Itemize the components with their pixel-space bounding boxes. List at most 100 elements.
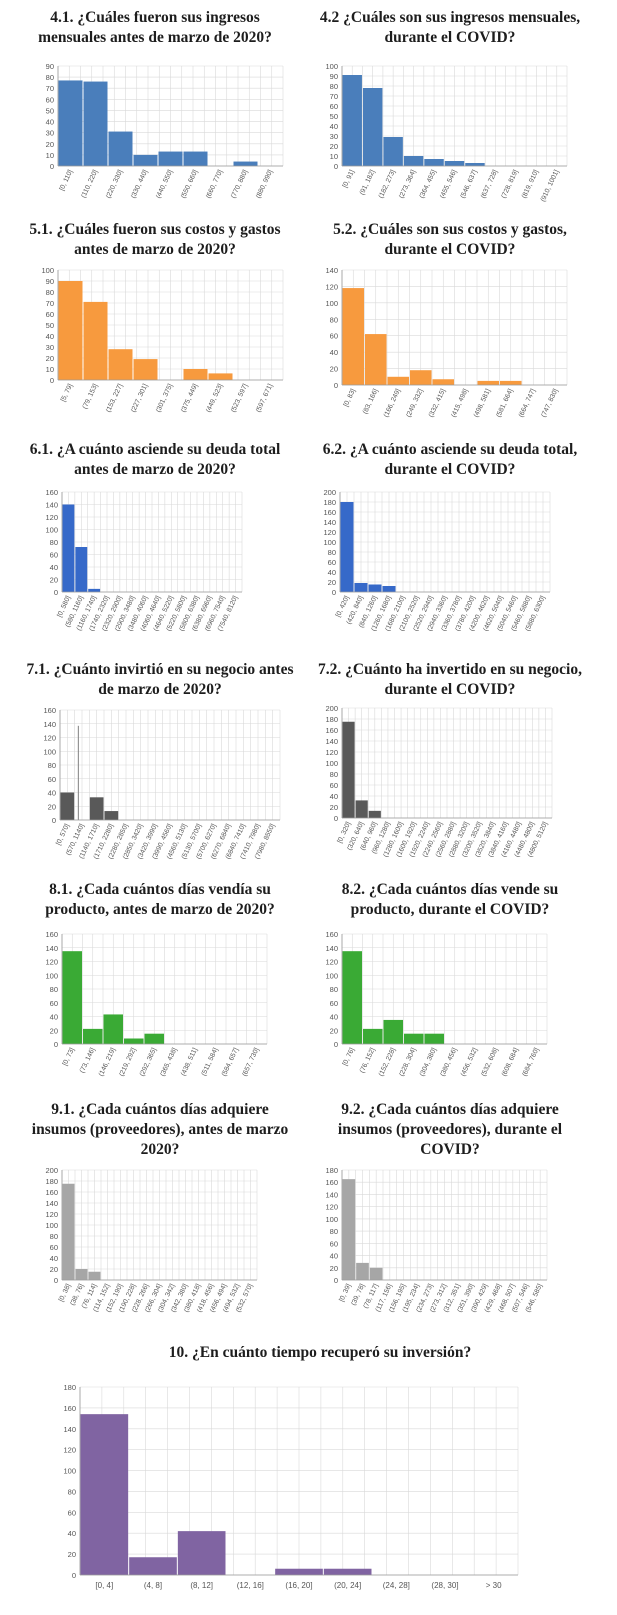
histogram-chart: 0 20 40 60 80 100 120 140 [0, 83] (83, 166] (166, … [325, 266, 568, 419]
chart-title: 9.1. ¿Cada cuántos días adquiere insumos… [20, 1100, 300, 1160]
y-tick-label: 120 [45, 958, 58, 967]
chart-panel-6-1: 6.1. ¿A cuánto asciende su deuda total a… [20, 440, 290, 650]
x-tick-label: (375, 449] [180, 383, 199, 414]
chart-panel-5-1: 5.1. ¿Cuáles fueron sus costos y gastos … [20, 220, 290, 414]
y-tick-label: 20 [50, 576, 58, 585]
chart-title: 8.1. ¿Cada cuántos días vendía su produc… [20, 880, 300, 920]
y-tick-label: 40 [328, 568, 336, 577]
x-tick-label: (364, 455] [419, 169, 438, 200]
bar [404, 1033, 424, 1044]
y-tick-label: 20 [50, 1026, 58, 1035]
y-tick-label: 100 [41, 266, 54, 275]
y-tick-label: 120 [325, 958, 338, 967]
chart-title-line: 6.1. ¿A cuánto asciende su deuda total [29, 441, 281, 458]
x-tick-label: [0, 39] [338, 1283, 352, 1303]
x-tick-label: (684, 760] [521, 1047, 540, 1078]
bar [432, 379, 454, 385]
bar [80, 1414, 129, 1575]
bar [342, 288, 364, 385]
y-tick-label: 160 [63, 1404, 76, 1413]
x-tick-label: (819, 910] [521, 169, 540, 200]
x-tick-label: (880, 990] [255, 169, 274, 200]
x-tick-label: (304, 380] [419, 1047, 438, 1078]
x-tick-label: (330, 440] [130, 169, 149, 200]
bar [88, 588, 101, 592]
bar [500, 380, 522, 385]
y-tick-label: 0 [72, 1571, 76, 1580]
y-tick-label: 80 [328, 548, 336, 557]
y-tick-label: 90 [46, 277, 54, 286]
x-tick-label: (597, 671] [255, 383, 274, 414]
chart-title-line: 9.1. ¿Cada cuántos días adquiere [51, 1101, 269, 1118]
y-tick-label: 20 [330, 803, 338, 812]
y-tick-label: 0 [334, 814, 338, 823]
bar [104, 811, 119, 820]
chart-title: 6.1. ¿A cuánto asciende su deuda total a… [20, 440, 290, 480]
x-tick-label: [0, 83] [343, 388, 357, 408]
bar [58, 80, 83, 166]
y-tick-label: 0 [334, 1040, 338, 1049]
bar [342, 951, 362, 1044]
histogram-chart: 0 20 40 60 80 100 120 140 160 [0, 76] (76, 152] (15… [325, 930, 548, 1078]
chart-title: 9.2. ¿Cada cuántos días adquiere insumos… [300, 1100, 600, 1160]
bar [382, 586, 396, 592]
y-tick-label: 180 [63, 1383, 76, 1392]
chart-title-line: 7.1. ¿Cuánto invirtió en su negocio ante… [26, 661, 294, 678]
y-tick-label: 40 [50, 1013, 58, 1022]
y-tick-label: 20 [50, 1265, 58, 1274]
y-tick-label: 120 [325, 1203, 338, 1212]
y-tick-label: 30 [46, 343, 54, 352]
chart-title-line: durante el COVID? [384, 461, 516, 478]
bar [62, 951, 82, 1044]
bar [444, 161, 465, 166]
chart-title-line: 4.2 ¿Cuáles son sus ingresos mensuales, [319, 9, 581, 26]
y-tick-label: 120 [45, 513, 58, 522]
chart-title-line: 8.2. ¿Cada cuántos días vende su [341, 881, 559, 898]
x-tick-label: [0, 570] [55, 823, 71, 847]
y-tick-label: 10 [46, 365, 54, 374]
bar [369, 1267, 383, 1280]
y-tick-label: 50 [330, 112, 338, 121]
chart-title-line: COVID? [420, 1141, 480, 1158]
y-tick-label: 120 [45, 1210, 58, 1219]
x-tick-label: (83, 166] [362, 388, 380, 415]
y-tick-label: 160 [325, 1178, 338, 1187]
bar [365, 334, 387, 385]
bar [383, 1019, 403, 1044]
chart-title: 5.1. ¿Cuáles fueron sus costos y gastos … [20, 220, 290, 260]
chart-title: 6.2. ¿A cuánto asciende su deuda total, … [300, 440, 600, 480]
x-tick-label: (8, 12] [190, 1581, 213, 1590]
bar [323, 1568, 372, 1575]
chart-title-line: 2020? [140, 1141, 180, 1158]
bar [158, 151, 183, 166]
y-tick-label: 100 [325, 759, 338, 768]
bar [355, 800, 368, 818]
x-tick-label: (28, 30] [431, 1581, 458, 1590]
chart-panel-5-2: 5.2. ¿Cuáles son sus costos y gastos, du… [300, 220, 600, 419]
y-tick-label: 100 [45, 526, 58, 535]
y-tick-label: 30 [330, 132, 338, 141]
y-tick-label: 60 [46, 310, 54, 319]
y-tick-label: 60 [68, 1508, 76, 1517]
y-tick-label: 100 [323, 538, 336, 547]
y-tick-label: 0 [334, 162, 338, 171]
chart-title-line: insumos (proveedores), antes de marzo [31, 1121, 289, 1138]
y-tick-label: 80 [48, 761, 56, 770]
chart-panel-7-2: 7.2. ¿Cuánto ha invertido en su negocio,… [300, 660, 600, 870]
y-tick-label: 140 [45, 501, 58, 510]
y-tick-label: 40 [48, 789, 56, 798]
chart-title: 5.2. ¿Cuáles son sus costos y gastos, du… [300, 220, 600, 260]
y-tick-label: 0 [334, 1276, 338, 1285]
y-tick-label: 40 [330, 1013, 338, 1022]
bar [356, 1262, 369, 1280]
x-tick-label: (438, 511] [180, 1047, 199, 1077]
y-tick-label: 60 [328, 558, 336, 567]
y-tick-label: 20 [328, 578, 336, 587]
x-tick-label: (152, 228] [378, 1047, 397, 1078]
bar [342, 721, 355, 818]
chart-title-line: producto, durante el COVID? [350, 901, 550, 918]
y-tick-label: 120 [63, 1446, 76, 1455]
chart-panel-10: 10. ¿En cuánto tiempo recuperó su invers… [40, 1343, 600, 1608]
x-tick-label: (637, 728] [480, 169, 499, 200]
